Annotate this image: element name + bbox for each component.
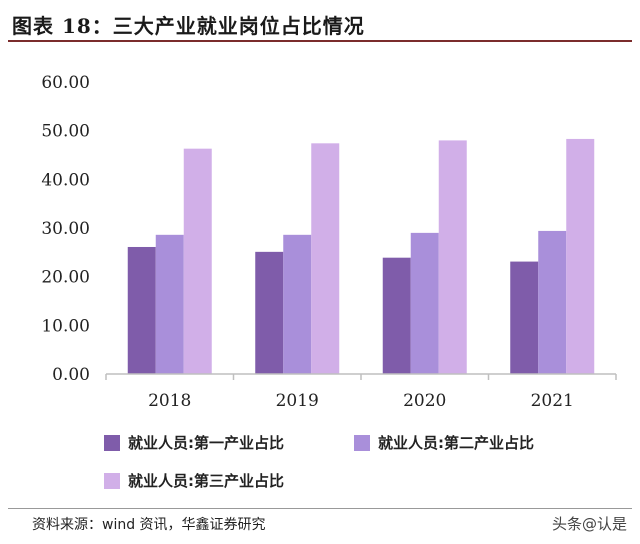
- x-tick-label: 2018: [148, 391, 191, 411]
- bar-series1: [510, 261, 539, 374]
- y-axis: 0.00 10.00 20.00 30.00 40.00 50.00 60.00: [41, 73, 90, 385]
- source-note: 资料来源：wind 资讯，华鑫证券研究: [32, 517, 266, 533]
- watermark: 头条@认是: [548, 513, 630, 534]
- bar-series1: [127, 246, 156, 374]
- bar-series3: [311, 143, 340, 374]
- x-tick-label: 2019: [276, 391, 319, 411]
- legend-label-series2: 就业人员:第二产业占比: [378, 434, 534, 452]
- bar-series3: [566, 138, 595, 374]
- legend-swatch-series2: [354, 434, 370, 451]
- bar-series1: [382, 257, 411, 374]
- bar-series2: [155, 234, 184, 374]
- y-tick-label: 20.00: [41, 268, 90, 288]
- bar-series2: [538, 230, 567, 374]
- legend-item-series3: 就业人员:第三产业占比: [104, 470, 284, 491]
- bar-series2: [283, 234, 312, 374]
- y-tick-label: 30.00: [41, 219, 90, 239]
- bar-series2: [410, 232, 439, 374]
- source-rule: [8, 508, 632, 509]
- y-tick-label: 50.00: [41, 122, 90, 142]
- legend-label-series1: 就业人员:第一产业占比: [128, 434, 284, 452]
- x-tick-label: 2021: [531, 391, 574, 411]
- bar-series3: [183, 148, 212, 374]
- legend-swatch-series1: [104, 434, 120, 451]
- legend-item-series2: 就业人员:第二产业占比: [354, 432, 534, 453]
- bar-series3: [438, 140, 467, 374]
- title-rule: [8, 40, 632, 42]
- x-axis: 2018 2019 2020 2021: [105, 373, 617, 411]
- figure-title: 图表 18：三大产业就业岗位占比情况: [12, 14, 365, 38]
- legend-item-series1: 就业人员:第一产业占比: [104, 432, 284, 453]
- x-tick-label: 2020: [403, 391, 446, 411]
- y-tick-label: 60.00: [41, 73, 90, 93]
- y-tick-label: 0.00: [52, 365, 90, 385]
- bar-series1: [255, 251, 284, 374]
- legend-swatch-series3: [104, 472, 120, 489]
- y-tick-label: 40.00: [41, 170, 90, 190]
- legend-label-series3: 就业人员:第三产业占比: [128, 472, 284, 490]
- bars: [127, 138, 595, 374]
- y-tick-label: 10.00: [41, 316, 90, 336]
